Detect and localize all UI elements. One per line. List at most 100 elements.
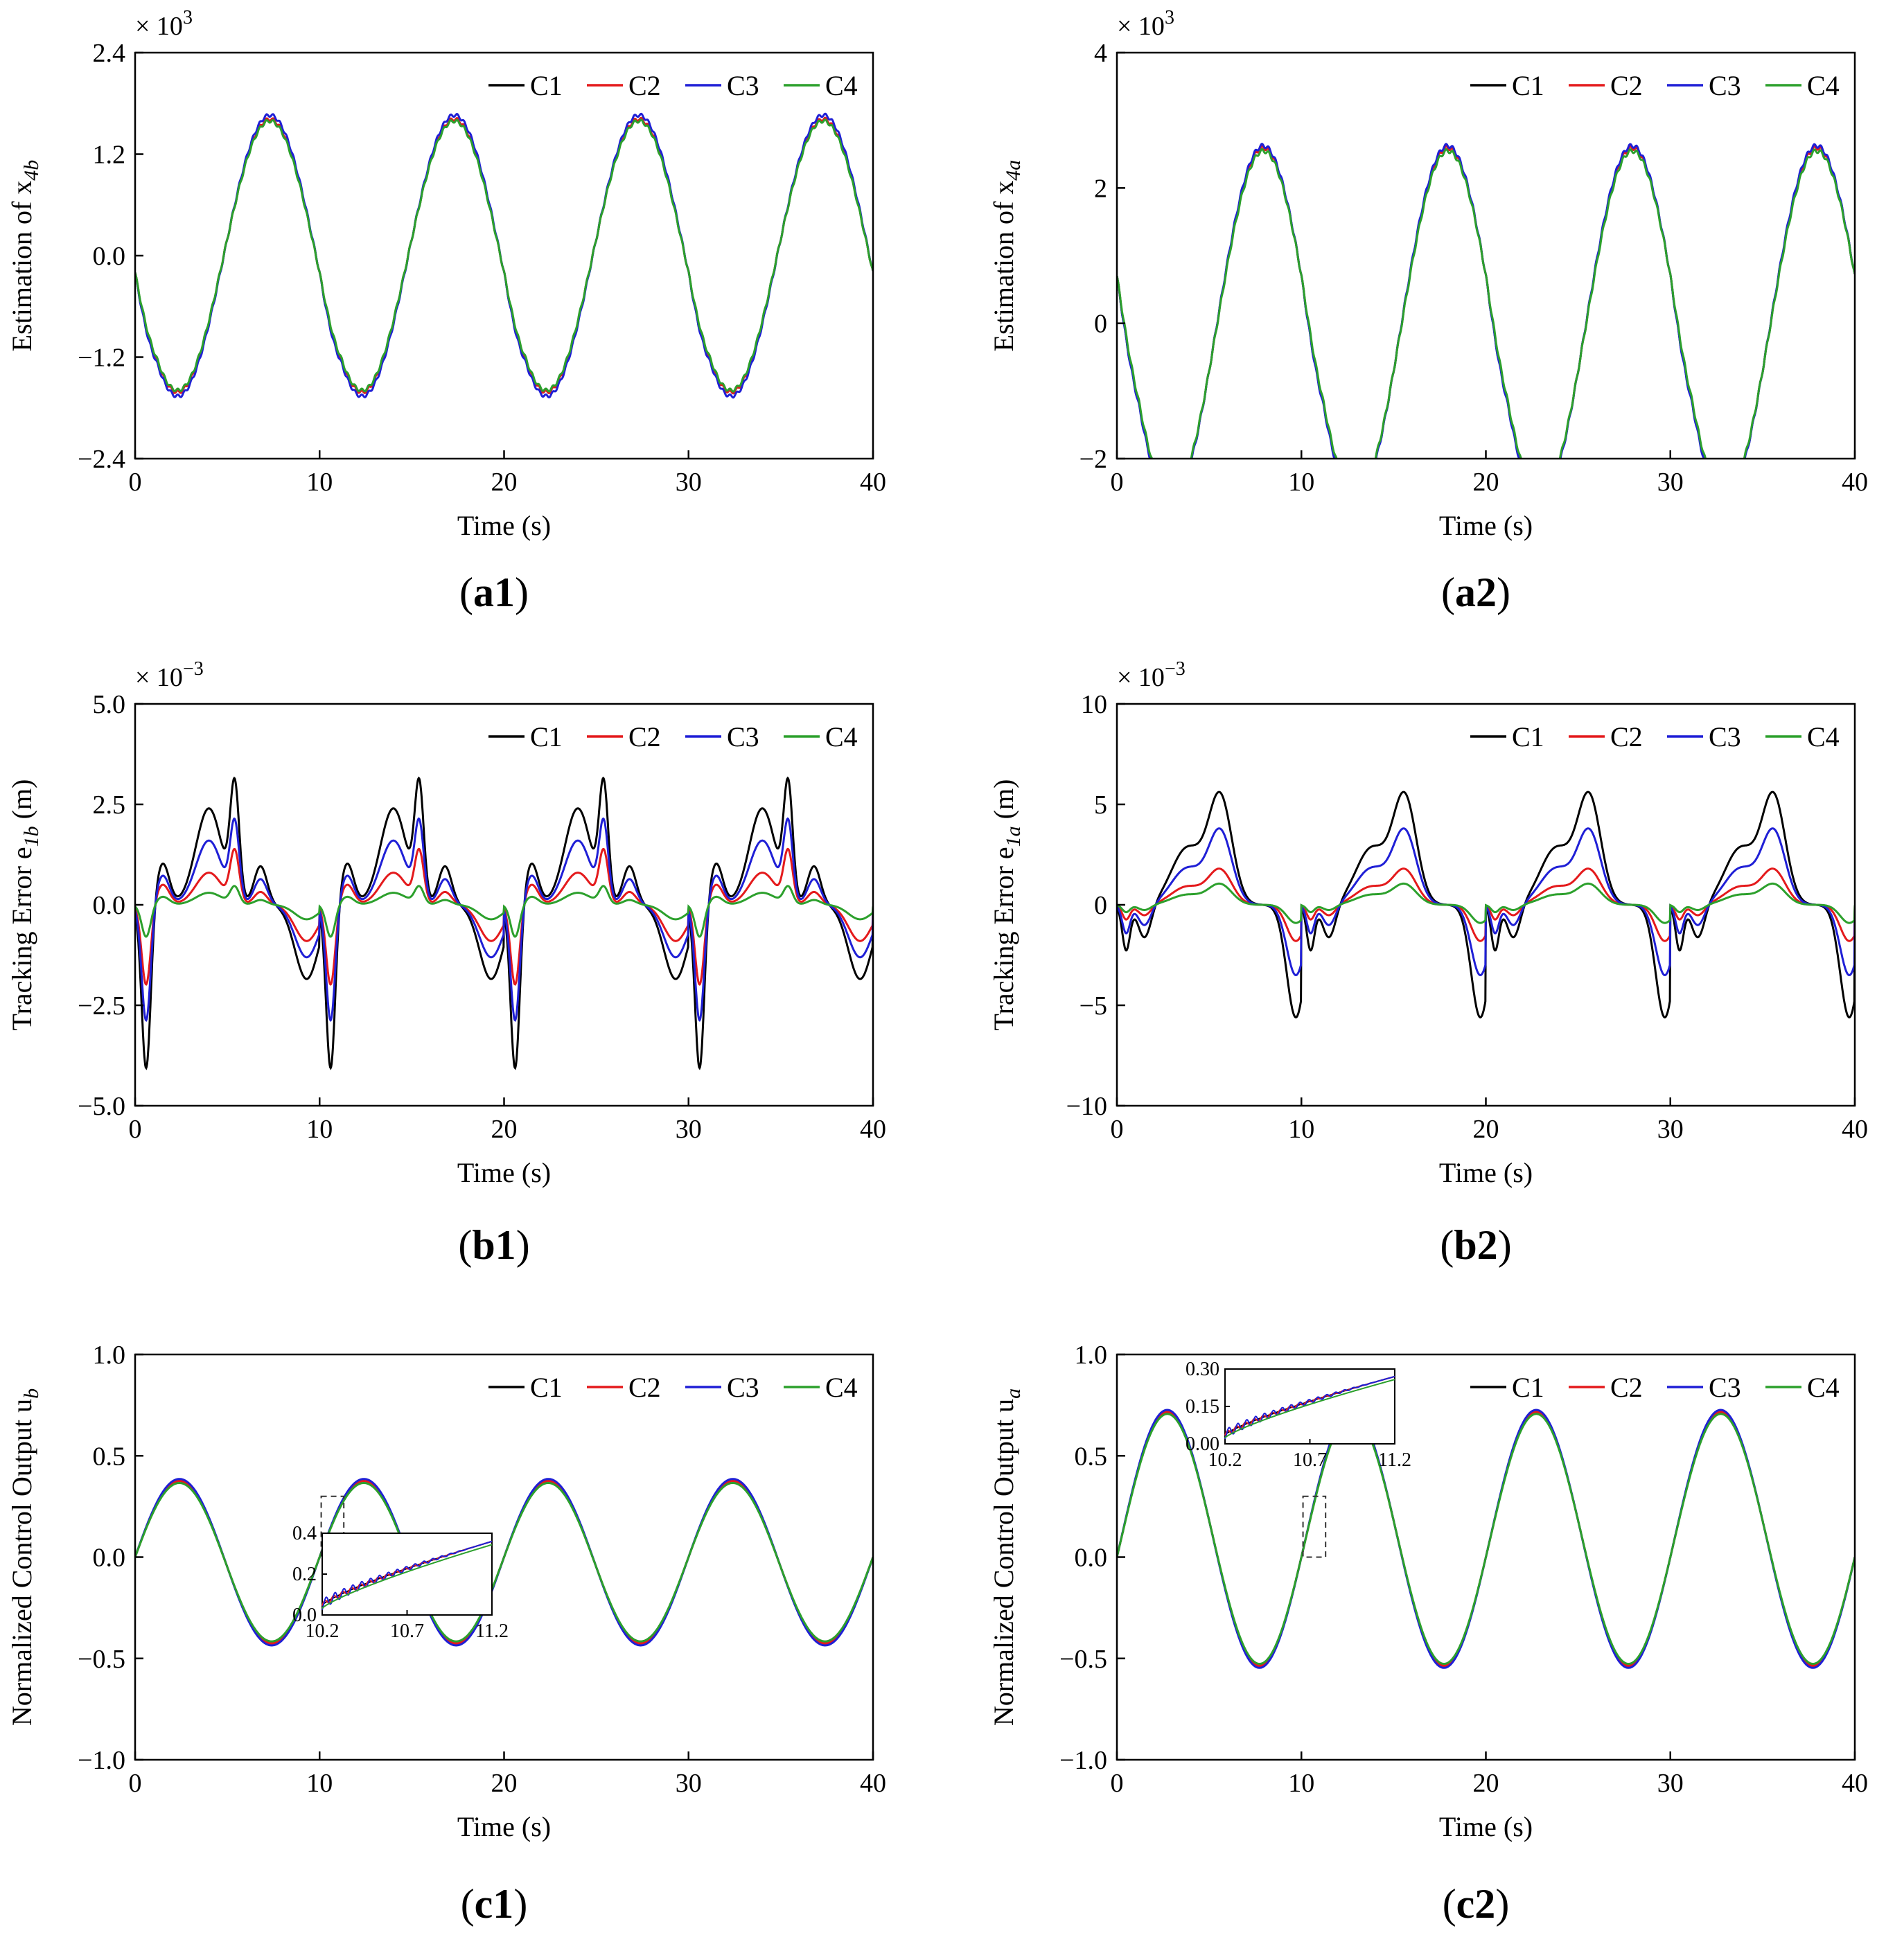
series-line-c4 bbox=[1117, 882, 1855, 924]
series-line-c3 bbox=[135, 112, 873, 399]
y-tick-label: −10 bbox=[1066, 1092, 1107, 1121]
x-tick-label: 40 bbox=[860, 468, 886, 497]
x-tick-label: 40 bbox=[860, 1769, 886, 1798]
y-axis-label-text: Estimation of x bbox=[6, 181, 37, 352]
panel-label-text: a2 bbox=[1455, 570, 1497, 615]
x-tick-label: 20 bbox=[1473, 1769, 1499, 1798]
legend-label: C2 bbox=[1610, 70, 1643, 101]
legend-label: C2 bbox=[1610, 721, 1643, 752]
multiplier-exp: −3 bbox=[183, 658, 204, 680]
series-line-c2 bbox=[135, 1480, 873, 1645]
y-tick-label: −1.2 bbox=[78, 344, 125, 373]
multiplier-exp: 3 bbox=[183, 7, 193, 28]
x-tick-label: 40 bbox=[1842, 1769, 1868, 1798]
legend-label: C3 bbox=[1709, 70, 1741, 101]
x-tick-label: 30 bbox=[1657, 1115, 1684, 1144]
y-tick-label: 1.0 bbox=[93, 1341, 126, 1370]
y-tick-label: −5 bbox=[1080, 991, 1107, 1021]
x-tick-label: 40 bbox=[860, 1115, 886, 1144]
y-tick-label: 0.0 bbox=[1075, 1544, 1108, 1573]
panel-paren-open: ( bbox=[1443, 1881, 1456, 1927]
series-line-c1 bbox=[1117, 145, 1855, 459]
y-tick-label: −2.4 bbox=[78, 445, 125, 474]
x-tick-label: 0 bbox=[1111, 1115, 1124, 1144]
legend-label: C4 bbox=[1807, 1372, 1840, 1403]
legend-label: C3 bbox=[727, 70, 759, 101]
y-tick-label: −2.5 bbox=[78, 991, 125, 1021]
chart-c1: 0 10 20 30 40 −1.0 −0.5 0.0 0.5 1.0 Time (s) Normal… bbox=[6, 1341, 886, 1927]
panel-paren-open: ( bbox=[1440, 1222, 1454, 1268]
series-line-c3 bbox=[135, 817, 873, 1023]
inset-x-tick-label: 10.2 bbox=[1208, 1449, 1242, 1471]
x-tick-label: 0 bbox=[129, 1115, 142, 1144]
y-axis-label-sub: 1a bbox=[1002, 826, 1025, 847]
y-tick-label: 5 bbox=[1094, 791, 1107, 820]
series-line-c1 bbox=[135, 1480, 873, 1645]
y-tick-label: 1.2 bbox=[93, 141, 126, 170]
y-axis-label: Tracking Error e1b (m) bbox=[6, 779, 43, 1031]
inset-series-line bbox=[1224, 1379, 1395, 1439]
x-tick-label: 10 bbox=[1288, 1769, 1314, 1798]
panel-label: (a1) bbox=[459, 570, 529, 615]
chart-b2: 0 10 20 30 40 −10 −5 0 5 10 Time (s) Tracking Error… bbox=[988, 658, 1868, 1268]
x-axis-label: Time (s) bbox=[457, 510, 551, 541]
panel-label: (c2) bbox=[1443, 1881, 1510, 1927]
x-axis-label: Time (s) bbox=[1439, 1811, 1533, 1842]
x-tick-label: 40 bbox=[1842, 468, 1868, 497]
axis-multiplier: × 103 bbox=[135, 7, 193, 41]
x-tick-label: 10 bbox=[306, 1769, 333, 1798]
panel-label: (b2) bbox=[1440, 1222, 1511, 1268]
x-axis-label: Time (s) bbox=[1439, 1157, 1533, 1188]
y-axis-label: Estimation of x4b bbox=[6, 160, 43, 352]
y-tick-label: 0 bbox=[1094, 310, 1107, 339]
x-tick-label: 30 bbox=[1657, 468, 1684, 497]
inset-x-tick-label: 10.2 bbox=[306, 1621, 340, 1642]
y-tick-label: 2.4 bbox=[93, 39, 126, 68]
y-tick-label: 0.0 bbox=[93, 1544, 126, 1573]
panel-paren-close: ) bbox=[515, 570, 529, 615]
multiplier-base: × 10 bbox=[135, 12, 183, 41]
y-tick-label: 1.0 bbox=[1075, 1341, 1108, 1370]
legend-label: C4 bbox=[825, 1372, 858, 1403]
y-tick-label: 0.5 bbox=[1075, 1442, 1108, 1471]
plot-frame bbox=[134, 51, 874, 460]
legend-label: C1 bbox=[1512, 1372, 1544, 1403]
inset-series-line bbox=[1224, 1375, 1395, 1440]
panel-label-text: c1 bbox=[475, 1881, 514, 1927]
panel-paren-open: ( bbox=[461, 1881, 475, 1927]
chart-a1: 0 10 20 30 40 −2.4 −1.2 0.0 1.2 2.4 Time (s) Estima… bbox=[6, 7, 886, 615]
x-tick-label: 40 bbox=[1842, 1115, 1868, 1144]
y-axis-label: Estimation of x4a bbox=[988, 160, 1025, 352]
y-tick-label: 10 bbox=[1081, 690, 1107, 719]
x-tick-label: 20 bbox=[491, 468, 518, 497]
y-axis-label-text: Tracking Error e bbox=[988, 847, 1019, 1030]
panel-paren-open: ( bbox=[459, 570, 473, 615]
x-axis-label: Time (s) bbox=[1439, 510, 1533, 541]
panel-label-text: c2 bbox=[1456, 1881, 1496, 1927]
legend-label: C3 bbox=[727, 1372, 759, 1403]
axis-multiplier: × 10−3 bbox=[135, 658, 204, 692]
y-axis-label-text: Tracking Error e bbox=[6, 847, 37, 1030]
y-tick-label: −1.0 bbox=[78, 1746, 125, 1775]
panel-paren-close: ) bbox=[1495, 1881, 1509, 1927]
inset-y-tick-label: 0.2 bbox=[292, 1564, 317, 1585]
legend-label: C4 bbox=[1807, 721, 1840, 752]
multiplier-base: × 10 bbox=[1117, 12, 1165, 41]
y-axis-label: Normalized Control Output ub bbox=[6, 1388, 43, 1726]
panel-paren-close: ) bbox=[513, 1881, 527, 1927]
panel-paren-close: ) bbox=[1497, 570, 1510, 615]
x-tick-label: 20 bbox=[1473, 1115, 1499, 1144]
y-tick-label: 2 bbox=[1094, 174, 1107, 203]
series-line-c4 bbox=[135, 885, 873, 938]
y-axis-label-unit: (m) bbox=[988, 779, 1019, 827]
x-tick-label: 10 bbox=[1288, 1115, 1314, 1144]
legend-label: C2 bbox=[628, 1372, 661, 1403]
x-tick-label: 20 bbox=[491, 1115, 518, 1144]
x-axis-label: Time (s) bbox=[457, 1157, 551, 1188]
inset-chart: 10.2 10.7 11.2 0.0 0.2 0.4 bbox=[292, 1523, 509, 1642]
inset-x-tick-label: 10.7 bbox=[390, 1621, 424, 1642]
legend-label: C1 bbox=[530, 1372, 563, 1403]
x-axis-label: Time (s) bbox=[457, 1811, 551, 1842]
y-axis-label-text: Normalized Control Output u bbox=[6, 1399, 37, 1726]
